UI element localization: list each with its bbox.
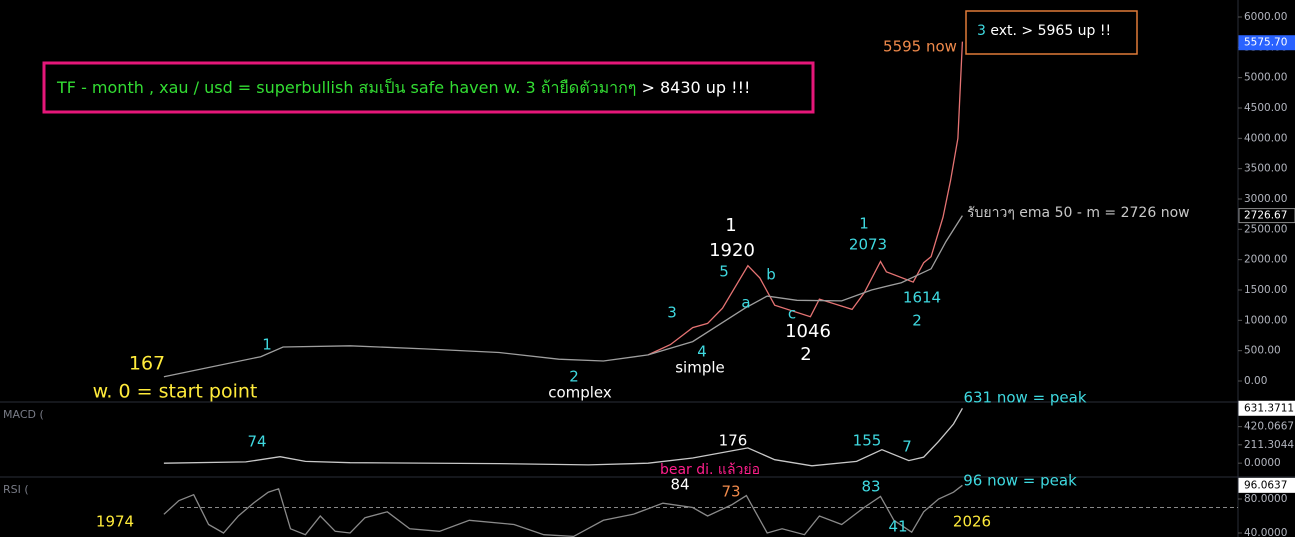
value-tag [1238,208,1295,224]
annotation: 155 [853,432,882,450]
annotation: 1 [725,215,736,236]
y-tick-label: 0.00 [1244,375,1267,387]
y-tick-label: 2000.00 [1244,254,1287,266]
y-tick-label: 500.00 [1244,345,1281,357]
y-tick-label: 1000.00 [1244,314,1287,326]
y-tick-label: 3500.00 [1244,163,1287,175]
ext-text: 3 ext. > 5965 up !! [977,23,1111,39]
annotation: 5595 now [883,38,957,56]
value-tag [1238,35,1295,51]
series-line [647,41,964,356]
y-tick-label: 420.0667 [1244,421,1294,433]
y-tick-label: 40.0000 [1244,527,1287,537]
y-tick-label: 3000.00 [1244,193,1287,205]
annotation: 2073 [849,236,887,254]
annotation: a [741,294,750,312]
annotation: 2 [912,312,922,330]
annotation: 1 [859,215,869,233]
y-tick-label: 211.3044 [1244,439,1294,451]
y-tick-label: 4500.00 [1244,102,1287,114]
annotation: b [766,266,776,284]
annotation: 96 now = peak [963,472,1077,490]
value-tag-label: 5575.70 [1244,37,1287,49]
annotation: 7 [902,438,912,456]
annotation: w. 0 = start point [93,381,258,403]
annotation: 3 [667,304,677,322]
note-box [42,61,815,114]
annotation: 2 [800,344,811,365]
annotation: 176 [719,432,748,450]
annotation: 41 [888,518,907,536]
value-tag-label: 631.3711 [1244,402,1294,414]
annotation: 1614 [903,289,941,307]
annotation: 1046 [785,321,831,342]
y-tick-label: 0.0000 [1244,457,1281,469]
annotation: 1 [262,336,272,354]
annotation: 84 [670,476,689,494]
annotation: c [788,305,796,323]
y-tick-label: 80.0000 [1244,493,1287,505]
annotation: 2026 [953,513,991,531]
annotation: 1920 [709,240,755,261]
annotation: 74 [247,433,266,451]
value-tag [1238,400,1295,416]
annotation: MACD ( [3,408,44,421]
series-line [163,484,963,537]
annotation: RSI ( [3,483,29,496]
value-tag-label: 96.0637 [1244,479,1287,491]
note-main: TF - month , xau / usd = superbullish สม… [56,77,636,97]
annotation: 1974 [96,513,134,531]
annotation: simple [675,359,725,377]
y-tick-label: 1500.00 [1244,284,1287,296]
annotation: 5 [719,263,729,281]
annotation: 83 [861,478,880,496]
series-line [163,215,963,378]
annotation: 4 [697,343,707,361]
y-tick-label: 4000.00 [1244,132,1287,144]
ext-box [965,10,1138,55]
annotation: 167 [129,353,165,375]
annotation: 73 [721,483,740,501]
annotation: 631 now = peak [963,389,1086,407]
annotation: 2 [569,368,579,386]
value-tag-label: 2726.67 [1244,210,1287,222]
y-tick-label: 6000.00 [1244,11,1287,23]
ext-note: ext. > 5965 up !! [990,23,1111,39]
note-text: TF - month , xau / usd = superbullish สม… [56,77,750,97]
value-tag [1238,477,1295,493]
note-tail: > 8430 up !!! [641,78,750,97]
annotation: complex [548,384,612,402]
ext-wave: 3 [977,23,986,39]
annotation: รับยาวๆ ema 50 - m = 2726 now [967,205,1190,221]
y-tick-label: 2500.00 [1244,223,1287,235]
series-line [163,407,963,467]
annotation: bear di. แล้วย่อ [660,462,760,478]
y-tick-label: 5000.00 [1244,72,1287,84]
